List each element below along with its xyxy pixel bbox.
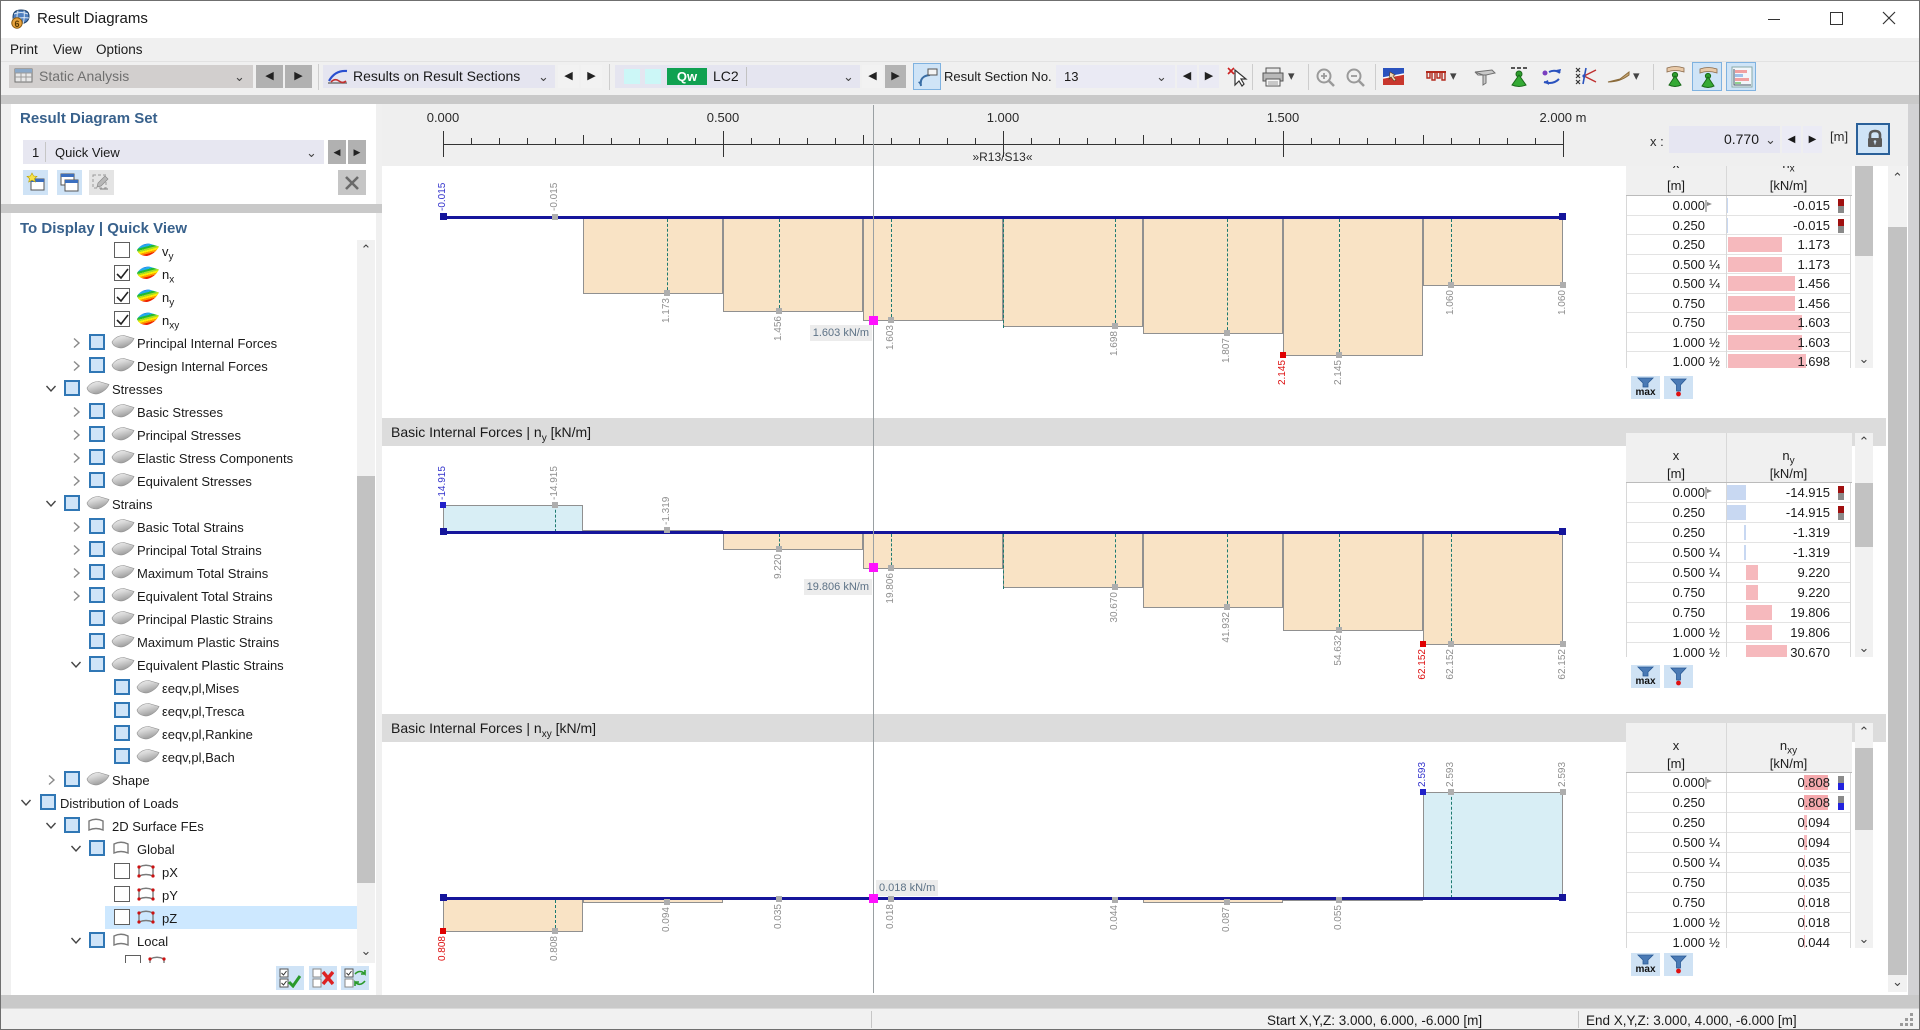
svg-text:6: 6	[14, 19, 19, 29]
